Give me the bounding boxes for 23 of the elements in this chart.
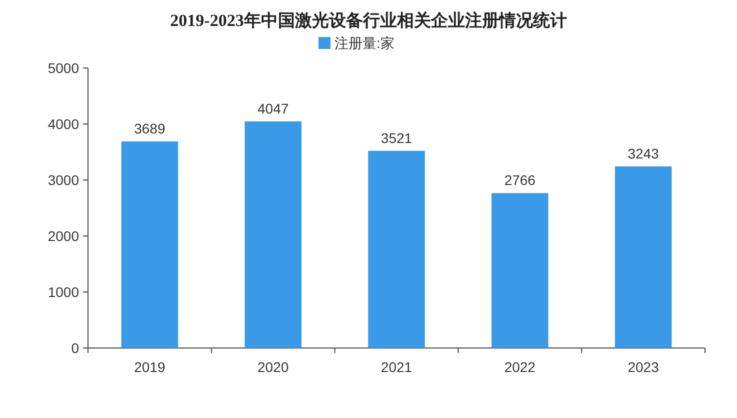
x-tick-label: 2021 xyxy=(380,359,412,375)
chart-title: 2019-2023年中国激光设备行业相关企业注册情况统计 xyxy=(170,11,567,30)
data-label: 3689 xyxy=(134,120,166,136)
legend-label: 注册量:家 xyxy=(334,35,394,51)
data-label: 4047 xyxy=(258,100,289,116)
data-label: 3243 xyxy=(628,145,660,162)
y-tick-label: 2000 xyxy=(48,228,80,244)
data-label: 2766 xyxy=(504,172,536,188)
y-tick-label: 5000 xyxy=(48,60,80,76)
y-tick-label: 3000 xyxy=(48,172,80,188)
x-tick-label: 2022 xyxy=(504,359,536,375)
x-tick-label: 2023 xyxy=(628,359,660,375)
y-tick-label: 1000 xyxy=(48,284,80,300)
x-tick-label: 2020 xyxy=(258,359,289,375)
y-tick-label: 4000 xyxy=(48,116,80,132)
bar xyxy=(368,150,425,348)
data-label: 3521 xyxy=(380,130,412,146)
x-tick-label: 2019 xyxy=(134,359,166,375)
bar xyxy=(121,141,178,348)
bar xyxy=(492,193,548,348)
bar xyxy=(244,121,302,348)
bar xyxy=(614,166,672,348)
y-tick-label: 0 xyxy=(71,340,80,356)
